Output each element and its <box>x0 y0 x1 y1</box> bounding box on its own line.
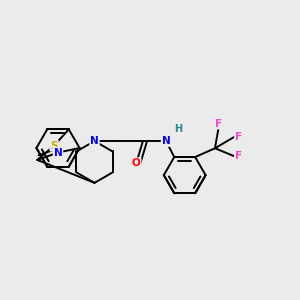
Text: N: N <box>162 136 170 146</box>
Text: F: F <box>235 151 242 161</box>
Text: N: N <box>90 136 99 146</box>
Text: S: S <box>50 141 58 151</box>
Text: F: F <box>235 132 242 142</box>
Text: O: O <box>132 158 141 168</box>
Text: N: N <box>54 148 62 158</box>
Text: H: H <box>174 124 182 134</box>
Text: F: F <box>215 118 222 128</box>
